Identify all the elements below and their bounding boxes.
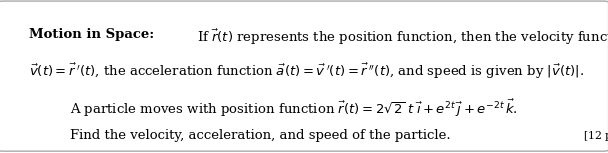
Text: [12 points each for $\vec{v}(t)$, $\vec{a}(t)$, $|\vec{v}(t)|$ ]: [12 points each for $\vec{v}(t)$, $\vec{… bbox=[583, 129, 608, 144]
Text: Find the velocity, acceleration, and speed of the particle.: Find the velocity, acceleration, and spe… bbox=[70, 129, 468, 142]
Text: A particle moves with position function $\vec{r}(t) = 2\sqrt{2}\; t\; \vec{\imat: A particle moves with position function … bbox=[70, 98, 518, 119]
Text: If $\vec{r}(t)$ represents the position function, then the velocity function: If $\vec{r}(t)$ represents the position … bbox=[197, 28, 608, 47]
Text: Motion in Space:: Motion in Space: bbox=[29, 28, 159, 41]
Text: $\vec{v}(t) = \vec{r}\,'(t)$, the acceleration function $\vec{a}(t) = \vec{v}\,': $\vec{v}(t) = \vec{r}\,'(t)$, the accele… bbox=[29, 61, 584, 80]
Text: Find the velocity, acceleration, and speed of the particle.: Find the velocity, acceleration, and spe… bbox=[70, 129, 468, 142]
